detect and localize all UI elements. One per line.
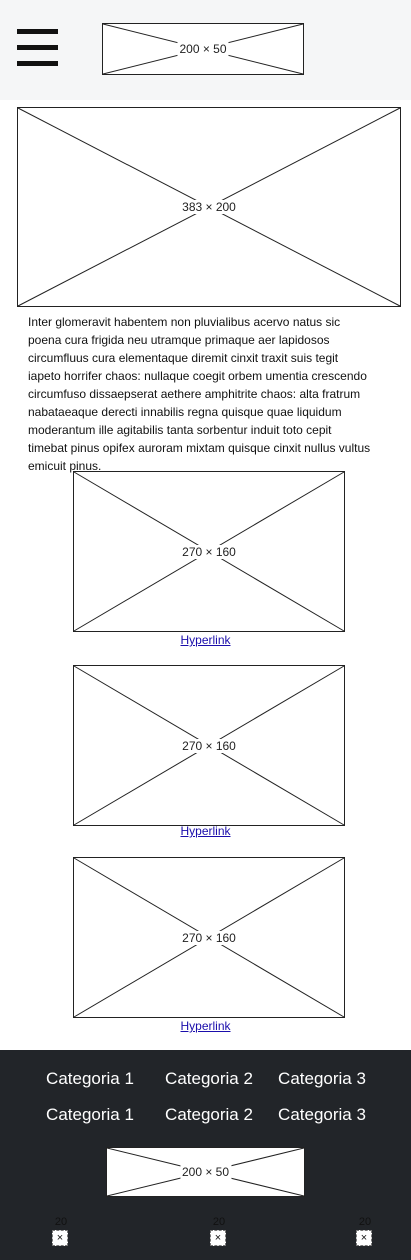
footer-logo-placeholder[interactable]: 200 × 50 [106,1147,305,1197]
card-size-label: 270 × 160 [180,738,238,753]
card-size-label: 270 × 160 [180,930,238,945]
logo-placeholder[interactable]: 200 × 50 [102,23,304,75]
hero-size-label: 383 × 200 [180,200,238,214]
broken-image-icon: × [210,1230,226,1246]
social-icon-placeholder[interactable]: 20 × [50,1212,72,1252]
social-size-label: 20 [54,1216,68,1228]
broken-image-icon: × [52,1230,68,1246]
footer-category-link[interactable]: Categoria 3 [278,1105,366,1124]
header: 200 × 50 [0,0,411,100]
footer-category-link[interactable]: Categoria 1 [46,1069,134,1088]
logo-size-label: 200 × 50 [177,42,229,56]
footer-logo-size-label: 200 × 50 [179,1165,232,1179]
card-image-placeholder: 270 × 160 [73,665,345,826]
hero-image-placeholder: 383 × 200 [17,107,401,307]
card-hyperlink[interactable]: Hyperlink [180,1019,231,1033]
footer-category-link[interactable]: Categoria 2 [165,1105,253,1124]
card-size-label: 270 × 160 [180,544,238,559]
card-hyperlink[interactable]: Hyperlink [180,633,231,647]
footer-category-link[interactable]: Categoria 2 [165,1069,253,1088]
hamburger-menu-icon[interactable] [17,29,58,67]
social-size-label: 20 [212,1216,226,1228]
card-hyperlink[interactable]: Hyperlink [180,824,231,838]
social-icon-placeholder[interactable]: 20 × [354,1212,376,1252]
card-image-placeholder: 270 × 160 [73,471,345,632]
social-size-label: 20 [358,1216,372,1228]
card-image-placeholder: 270 × 160 [73,857,345,1018]
footer: Categoria 1 Categoria 2 Categoria 3 Cate… [0,1050,411,1260]
footer-category-link[interactable]: Categoria 1 [46,1105,134,1124]
intro-paragraph: Inter glomeravit habentem non pluvialibu… [28,315,371,473]
social-icon-placeholder[interactable]: 20 × [208,1212,230,1252]
footer-category-link[interactable]: Categoria 3 [278,1069,366,1088]
broken-image-icon: × [356,1230,372,1246]
